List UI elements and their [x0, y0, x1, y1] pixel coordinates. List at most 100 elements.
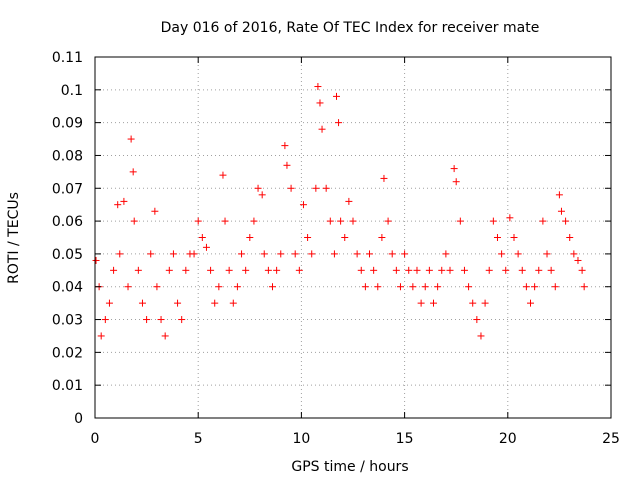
data-point — [409, 283, 417, 291]
data-point — [190, 250, 198, 258]
x-tick-label: 5 — [194, 431, 203, 447]
data-point — [547, 266, 555, 274]
data-point — [498, 250, 506, 258]
data-point — [357, 266, 365, 274]
y-tick-label: 0.01 — [52, 378, 83, 394]
data-point — [318, 125, 326, 133]
data-point — [326, 217, 334, 225]
data-point — [316, 99, 324, 107]
data-point — [452, 178, 460, 186]
data-point — [242, 266, 250, 274]
x-tick-label: 20 — [499, 431, 517, 447]
data-point — [353, 250, 361, 258]
y-tick-label: 0.06 — [52, 214, 83, 230]
data-point — [233, 283, 241, 291]
data-point — [378, 234, 386, 241]
data-point — [110, 266, 118, 274]
x-tick-label: 10 — [292, 431, 310, 447]
data-point — [450, 165, 458, 173]
y-tick-label: 0.07 — [52, 181, 83, 197]
data-point — [219, 171, 227, 179]
data-point — [269, 283, 277, 291]
data-point — [308, 250, 316, 258]
data-point — [518, 266, 526, 274]
data-point — [566, 234, 574, 241]
data-point — [291, 250, 299, 258]
data-point — [174, 299, 182, 307]
data-point — [522, 283, 530, 291]
data-point — [417, 299, 425, 307]
data-point — [388, 250, 396, 258]
data-point — [551, 283, 559, 291]
data-point — [456, 217, 464, 225]
data-point — [446, 266, 454, 274]
data-point — [299, 201, 307, 209]
data-point — [143, 316, 151, 324]
data-point — [578, 266, 586, 274]
data-point — [277, 250, 285, 258]
data-point — [264, 266, 272, 274]
data-point — [349, 217, 357, 225]
data-point — [330, 250, 338, 258]
data-point — [169, 250, 177, 258]
data-point — [138, 299, 146, 307]
data-point — [182, 266, 190, 274]
y-tick-label: 0.11 — [52, 50, 83, 66]
data-point — [287, 184, 295, 192]
data-point — [246, 234, 254, 241]
data-point — [120, 197, 128, 205]
data-point — [211, 299, 219, 307]
data-point — [374, 283, 382, 291]
data-point — [527, 299, 535, 307]
data-point — [283, 161, 291, 169]
data-point — [514, 250, 522, 258]
data-point — [477, 332, 485, 340]
axis-ticks: 0 0.01 0.02 0.03 0.04 0.05 0.06 0.07 0.08 0.09 0.1… — [52, 50, 620, 447]
data-point — [562, 217, 570, 225]
data-point — [555, 191, 563, 199]
data-point — [281, 142, 289, 150]
data-point — [250, 217, 258, 225]
data-point — [260, 250, 268, 258]
data-point — [337, 217, 345, 225]
data-point — [194, 217, 202, 225]
data-point — [574, 256, 582, 264]
data-point — [434, 283, 442, 291]
data-point — [384, 217, 392, 225]
data-point — [295, 266, 303, 274]
data-point — [314, 83, 322, 91]
data-points — [92, 83, 588, 340]
data-point — [221, 217, 229, 225]
x-tick-label: 0 — [91, 431, 100, 447]
data-point — [438, 266, 446, 274]
data-point — [114, 201, 122, 209]
data-point — [543, 250, 551, 258]
data-point — [202, 243, 210, 251]
data-point — [401, 250, 409, 258]
data-point — [225, 266, 233, 274]
data-point — [322, 184, 330, 192]
data-point — [129, 168, 137, 176]
data-point — [101, 316, 109, 324]
y-axis-label: ROTI / TECUs — [6, 192, 22, 284]
data-point — [465, 283, 473, 291]
grid-lines — [95, 57, 611, 418]
data-point — [502, 266, 510, 274]
data-point — [258, 191, 266, 199]
chart-title: Day 016 of 2016, Rate Of TEC Index for r… — [161, 20, 540, 36]
data-point — [124, 283, 132, 291]
data-point — [238, 250, 246, 258]
data-point — [335, 119, 343, 127]
data-point — [531, 283, 539, 291]
data-point — [469, 299, 477, 307]
x-tick-label: 25 — [602, 431, 620, 447]
data-point — [134, 266, 142, 274]
data-point — [425, 266, 433, 274]
data-point — [345, 197, 353, 205]
data-point — [161, 332, 169, 340]
data-point — [460, 266, 468, 274]
data-point — [421, 283, 429, 291]
data-point — [151, 207, 159, 215]
data-point — [570, 250, 578, 258]
